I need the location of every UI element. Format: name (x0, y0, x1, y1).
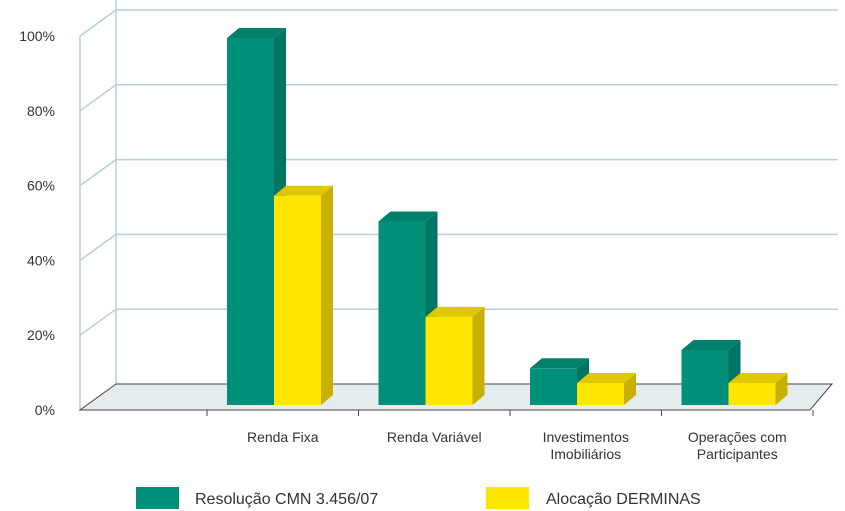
bar (577, 372, 636, 405)
bar-side (321, 185, 333, 405)
legend-item: Alocação DERMINAS (486, 487, 701, 509)
gridline (79, 233, 838, 262)
bar-side (775, 372, 788, 405)
bar-front (530, 368, 577, 405)
bar-front (577, 382, 624, 405)
bar-top (728, 372, 788, 383)
legend-swatch (136, 487, 179, 509)
bar (530, 358, 589, 405)
legend-label: Resolução CMN 3.456/07 (195, 491, 378, 508)
bar-top (274, 185, 333, 196)
bar-side (624, 372, 636, 405)
y-tick-label: 20% (27, 327, 55, 343)
x-tick-label: Operações com Participantes (688, 429, 787, 462)
legend-label: Alocação DERMINAS (546, 491, 701, 508)
bars-layer (227, 28, 788, 405)
gridline (79, 9, 838, 37)
bar-front (728, 382, 776, 405)
gridline (79, 308, 838, 336)
bar-front (425, 316, 473, 405)
bar-top (681, 339, 741, 350)
y-tick-label: 40% (27, 252, 55, 268)
gridline (79, 158, 838, 187)
x-tick-label: Renda Fixa (247, 429, 319, 445)
x-tick-label: Investimentos Imobiliários (543, 429, 629, 462)
bar-front (227, 38, 274, 405)
x-tick-label: Renda Variável (387, 429, 482, 445)
axis-layer: 0% 20% 40% 60% 80% 100% Renda Fixa Renda Variáv… (19, 28, 814, 462)
y-tick-label: 80% (27, 103, 55, 119)
bar-side (472, 306, 485, 405)
bar (274, 185, 333, 405)
legend: Resolução CMN 3.456/07 Alocação DERMINAS (136, 487, 701, 509)
bar-top (425, 306, 485, 317)
y-tick-label: 0% (35, 402, 55, 418)
bar-top (577, 372, 636, 383)
bar (425, 306, 485, 405)
y-tick-label: 60% (27, 178, 55, 194)
gridline (79, 84, 838, 112)
bar-front (274, 195, 321, 405)
bar-top (530, 358, 589, 369)
bar-top (378, 211, 438, 222)
bar-top (227, 28, 286, 38)
bar (728, 372, 788, 405)
legend-item: Resolução CMN 3.456/07 (136, 487, 378, 509)
bar-front (681, 349, 729, 405)
grid-layer (79, 0, 838, 410)
legend-swatch (486, 487, 529, 509)
bar-front (378, 221, 426, 405)
y-tick-label: 100% (19, 28, 55, 44)
